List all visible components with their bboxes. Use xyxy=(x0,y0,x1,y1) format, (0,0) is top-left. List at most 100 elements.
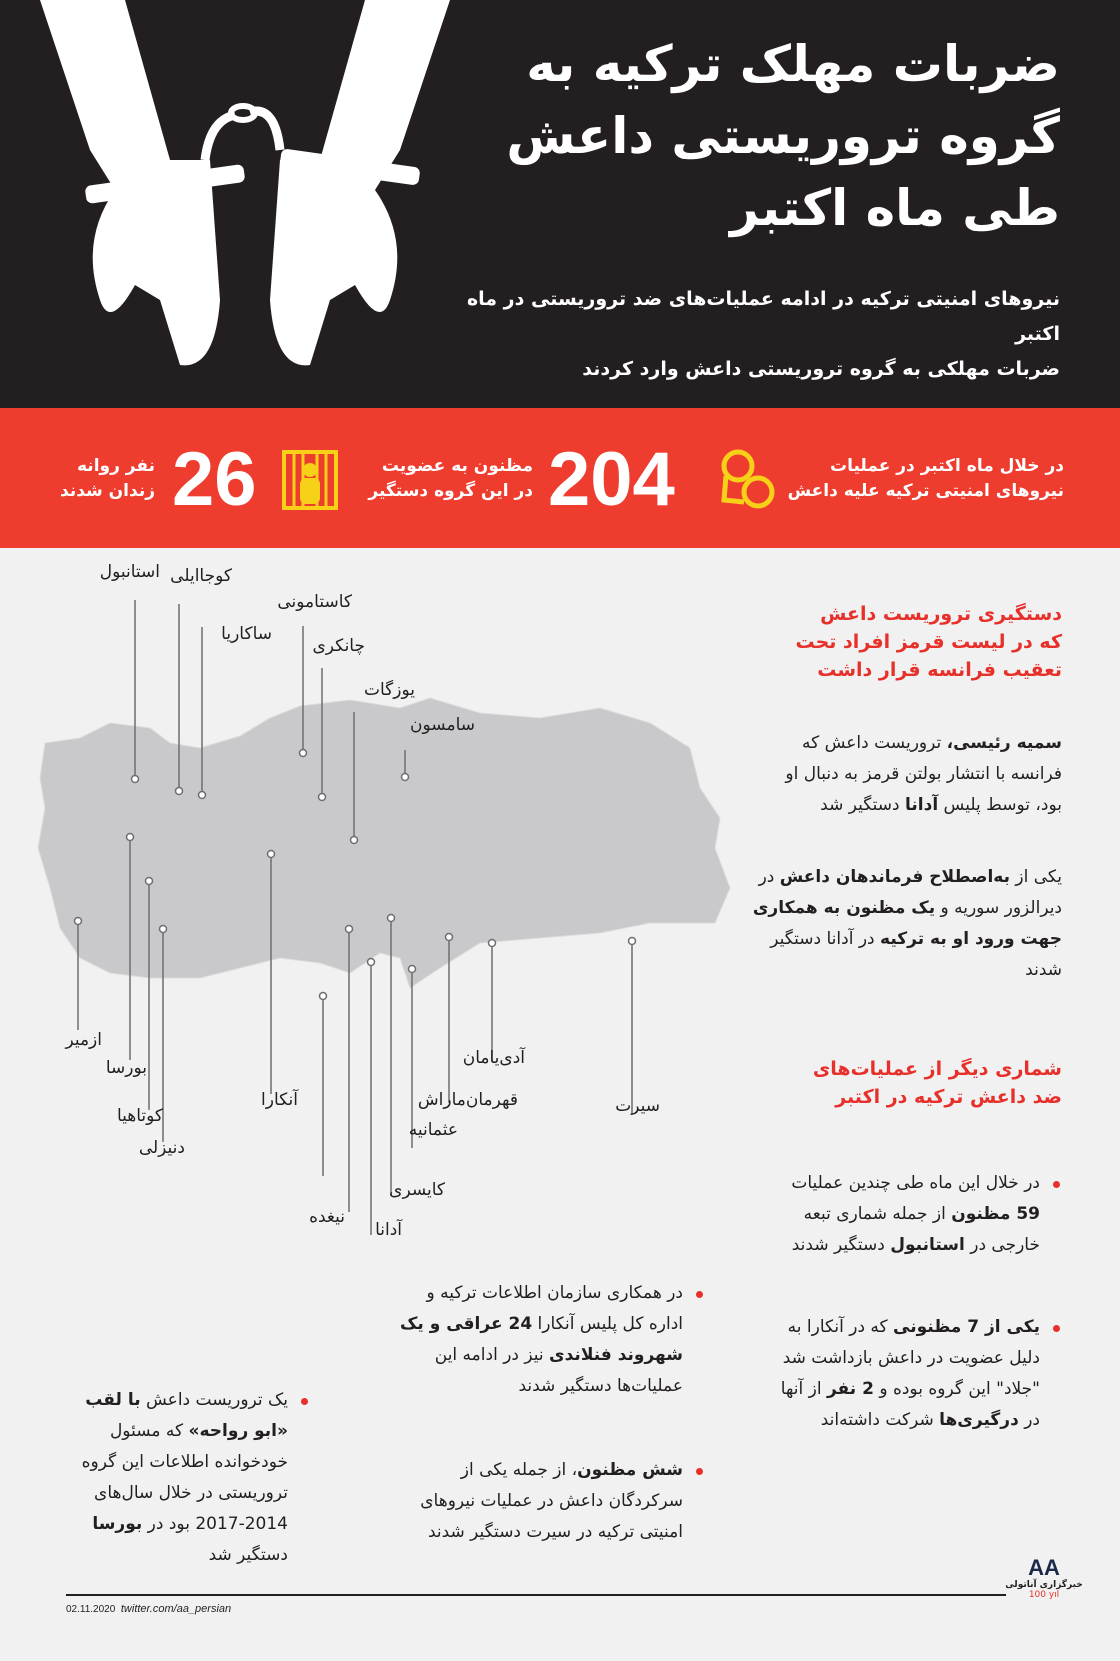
aa-logo-mark: AA xyxy=(1028,1555,1060,1580)
bold-text: شش مظنون xyxy=(577,1460,683,1480)
city-marker xyxy=(144,876,154,886)
jailed-text: نفر روانه زندان شدند xyxy=(60,454,155,504)
city-label: دنیزلی xyxy=(138,1138,185,1158)
text: نیز در ادامه این عملیات‌ها دستگیر شدند xyxy=(434,1345,683,1396)
prison-icon xyxy=(282,450,338,510)
city-marker xyxy=(487,938,497,948)
section1-heading: دستگیری تروریست داعش که در لیست قرمز افر… xyxy=(722,600,1063,684)
bold-text: یکی از 7 مظنونی xyxy=(893,1317,1040,1337)
city-marker xyxy=(366,957,376,967)
subtitle-line: ضربات مهلکی به گروه تروریستی داعش وارد ک… xyxy=(582,358,1060,380)
bullet-item: یکی از 7 مظنونی که در آنکارا به دلیل عضو… xyxy=(772,1312,1062,1436)
city-marker xyxy=(298,748,308,758)
city-marker xyxy=(73,916,83,926)
city-label: بورسا xyxy=(105,1058,147,1078)
stats-intro-line: در خلال ماه اکتبر در عملیات xyxy=(830,456,1064,476)
turkey-map-shape xyxy=(37,600,731,1235)
subtitle-line: نیروهای امنیتی ترکیه در ادامه عملیات‌های… xyxy=(466,288,1060,345)
city-marker xyxy=(125,832,135,842)
city-label: سامسون xyxy=(410,715,475,735)
city-label: ازمیر xyxy=(65,1030,102,1050)
suspects-text: مظنون به عضویت در این گروه دستگیر xyxy=(368,454,533,504)
text: دستگیر شدند xyxy=(791,1235,891,1255)
city-label: ساکاریا xyxy=(221,624,272,644)
bold-text: آدانا xyxy=(905,795,939,815)
city-marker xyxy=(444,932,454,942)
header: ضربات مهلک ترکیه به گروه تروریستی داعش ط… xyxy=(0,0,1120,408)
city-marker xyxy=(197,790,207,800)
suspects-line: مظنون به عضویت xyxy=(381,456,533,476)
bold-text: سمیه رئیسی، xyxy=(946,733,1062,753)
section2-heading: شماری دیگر از عملیات‌های ضد داعش ترکیه د… xyxy=(722,1055,1062,1111)
jailed-count: 26 xyxy=(172,437,257,522)
bold-text: بورسا xyxy=(92,1514,143,1534)
city-label: کوتاهیا xyxy=(116,1106,163,1126)
bullet-item: شش مظنون، از جمله یکی از سرکردگان داعش د… xyxy=(395,1455,705,1548)
text: در همکاری سازمان اطلاعات ترکیه و اداره ک… xyxy=(426,1283,683,1334)
text: که در آنکارا به دلیل عضویت در داعش بازدا… xyxy=(782,1317,1040,1399)
bullet-item: در همکاری سازمان اطلاعات ترکیه و اداره ک… xyxy=(395,1278,705,1402)
city-label: کایسری xyxy=(389,1180,445,1200)
text: ، از جمله یکی از سرکردگان داعش در عملیات… xyxy=(420,1460,683,1542)
city-label: سیرت xyxy=(615,1096,660,1116)
suspects-count: 204 xyxy=(548,437,675,522)
text: در خلال این ماه طی چندین عملیات xyxy=(791,1173,1040,1193)
city-marker xyxy=(318,991,328,1001)
jailed-line: نفر روانه xyxy=(77,456,155,476)
city-label: یوزگات xyxy=(364,680,415,700)
bullet-item: در خلال این ماه طی چندین عملیات 59 مظنون… xyxy=(772,1168,1062,1261)
title-line: گروه تروریستی داعش xyxy=(506,107,1060,165)
bold-text: 2 نفر xyxy=(826,1379,874,1399)
city-marker xyxy=(407,964,417,974)
footer-twitter-link[interactable]: twitter.com/aa_persian xyxy=(120,1603,232,1615)
suspects-line: در این گروه دستگیر xyxy=(368,481,533,501)
stats-intro-line: نیروهای امنیتی ترکیه علیه داعش xyxy=(787,481,1064,501)
city-label: عثمانیه xyxy=(408,1120,458,1140)
heading-line: تعقیب فرانسه قرار داشت xyxy=(817,659,1062,681)
aa-logo-text: خبرگزاری آناتولی xyxy=(1005,1580,1083,1590)
text: یک تروریست داعش xyxy=(140,1390,288,1410)
bold-text: یک مظنون به همکاری جهت ورود او به ترکیه xyxy=(752,898,1062,949)
bold-text: با لقب «ابو رواحه» xyxy=(85,1390,288,1441)
text: که مسئول خودخوانده اطلاعات این گروه ترور… xyxy=(81,1421,288,1534)
city-marker xyxy=(174,786,184,796)
text: در دیرالزور سوریه و xyxy=(758,867,1062,918)
section1-paragraph-2: یکی از به‌اصطلاح فرماندهان داعش در دیرال… xyxy=(752,862,1062,986)
aa-logo: AA خبرگزاری آناتولی 100 yıl xyxy=(1004,1555,1084,1601)
stats-intro: در خلال ماه اکتبر در عملیات نیروهای امنی… xyxy=(788,454,1064,504)
page-title: ضربات مهلک ترکیه به گروه تروریستی داعش ط… xyxy=(440,28,1060,244)
city-label: آدانا xyxy=(375,1220,402,1240)
city-label: چانکری xyxy=(312,636,366,656)
city-marker xyxy=(627,936,637,946)
city-label: نیغده xyxy=(309,1207,345,1227)
city-marker xyxy=(344,924,354,934)
aa-100-year-badge: 100 yıl xyxy=(1028,1590,1060,1600)
text: دستگیر شد xyxy=(820,795,905,815)
city-label: آنکارا xyxy=(261,1090,298,1110)
city-label: کوجاایلی xyxy=(170,566,232,586)
text: تروریست داعش که فرانسه با انتشار بولتن ق… xyxy=(785,733,1062,815)
bold-text: 24 عراقی و یک شهروند فنلاندی xyxy=(400,1314,683,1365)
title-line: طی ماه اکتبر xyxy=(730,179,1060,237)
text: از آنها در xyxy=(780,1379,1040,1430)
handcuffed-hands-illustration xyxy=(40,0,450,366)
stats-band: در خلال ماه اکتبر در عملیات نیروهای امنی… xyxy=(0,408,1120,548)
bullet-item: یک تروریست داعش با لقب «ابو رواحه» که مس… xyxy=(50,1385,310,1571)
heading-line: دستگیری تروریست داعش xyxy=(820,603,1062,625)
city-label: کاستامونی xyxy=(277,592,352,612)
text: در آدانا دستگیر شدند xyxy=(770,929,1062,980)
heading-line: ضد داعش ترکیه در اکتبر xyxy=(835,1086,1062,1108)
city-marker xyxy=(130,774,140,784)
city-label: استانبول xyxy=(99,562,160,582)
jailed-line: زندان شدند xyxy=(60,481,155,501)
bold-text: 59 مظنون xyxy=(951,1204,1040,1224)
turkey-outline xyxy=(37,697,731,989)
text: از جمله شماری تبعه خارجی در xyxy=(803,1204,1040,1255)
heading-line: که در لیست قرمز افراد تحت xyxy=(795,631,1063,653)
bold-text: درگیری‌ها xyxy=(939,1410,1019,1430)
section1-paragraph-1: سمیه رئیسی، تروریست داعش که فرانسه با ان… xyxy=(772,728,1062,821)
footer-date: 02.11.2020 xyxy=(66,1604,116,1615)
subtitle: نیروهای امنیتی ترکیه در ادامه عملیات‌های… xyxy=(420,282,1060,387)
text: شرکت داشته‌اند xyxy=(820,1410,940,1430)
bold-text: به‌اصطلاح فرماندهان داعش xyxy=(779,867,1010,887)
